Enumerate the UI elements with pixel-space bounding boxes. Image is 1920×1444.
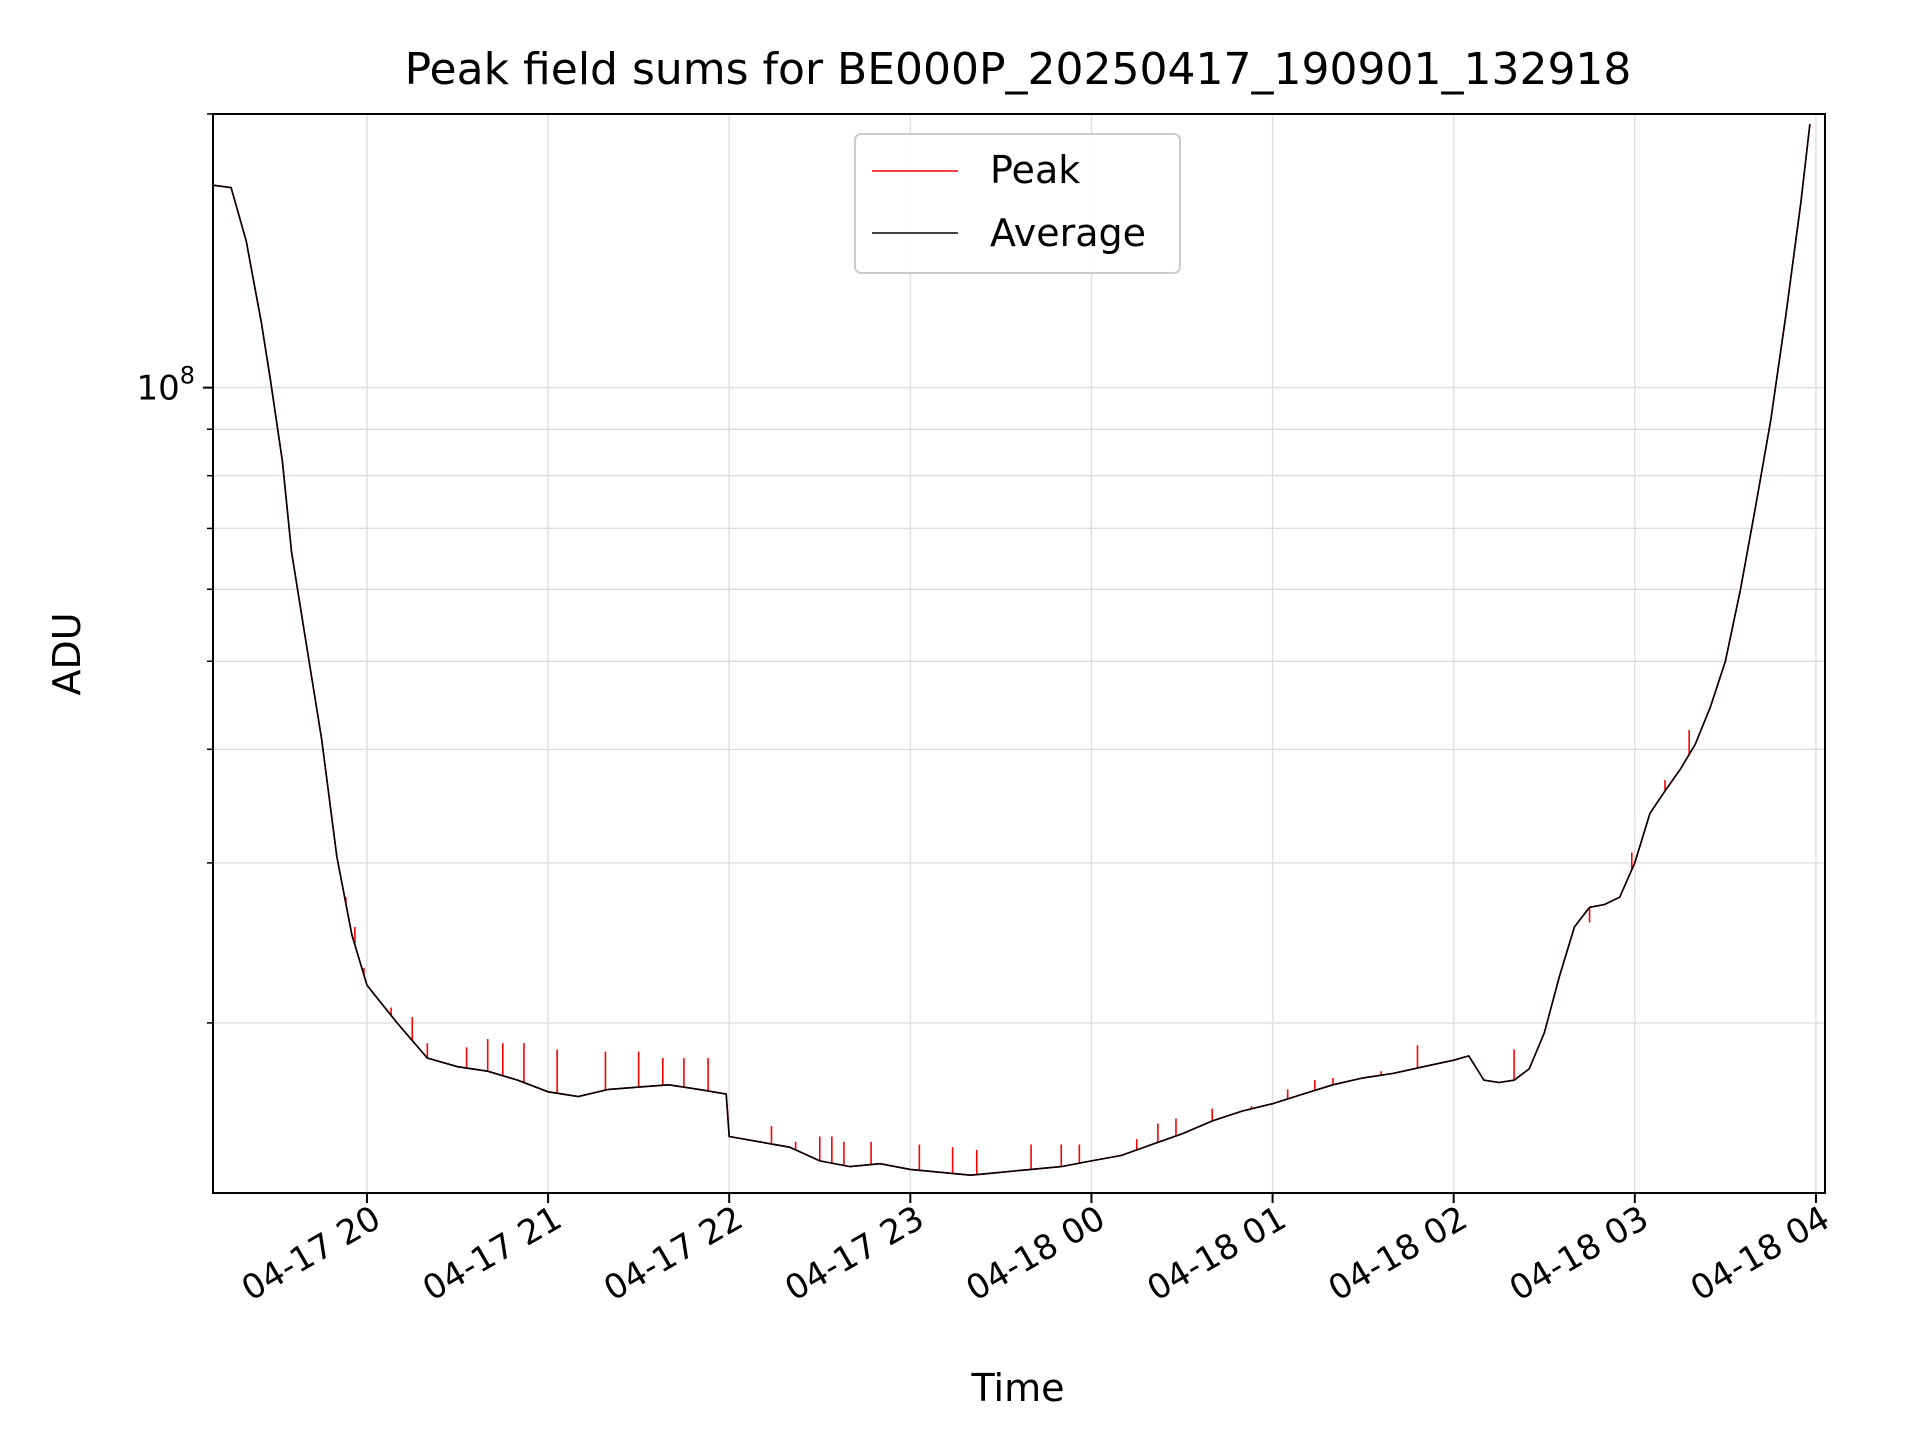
plot-area (213, 123, 1811, 1177)
average-line (213, 123, 1811, 1177)
x-tick-label: 04-17 22 (597, 1198, 749, 1309)
series-peak (213, 123, 1811, 1177)
x-tick-label: 04-17 20 (235, 1198, 387, 1309)
legend-label-peak: Peak (990, 148, 1080, 192)
series-average (213, 123, 1811, 1177)
y-axis: 108 (136, 113, 213, 1024)
legend: Peak Average (854, 133, 1181, 274)
x-tick-label: 04-17 23 (778, 1198, 930, 1309)
plot-frame (212, 113, 1826, 1194)
chart-title: Peak field sums for BE000P_20250417_1909… (405, 44, 1632, 95)
x-tick-label: 04-18 02 (1322, 1198, 1474, 1309)
x-tick-label: 04-17 21 (416, 1198, 568, 1309)
legend-label-average: Average (990, 211, 1146, 255)
peak-line (213, 123, 1811, 1177)
x-tick-label: 04-18 00 (960, 1198, 1112, 1309)
x-axis-label: Time (971, 1366, 1065, 1410)
x-tick-label: 04-18 04 (1684, 1198, 1836, 1309)
x-axis: 04-17 20 04-17 21 04-17 22 04-17 23 04-18 00… (235, 1193, 1836, 1309)
y-axis-label: ADU (45, 612, 89, 695)
grid (213, 113, 1825, 1193)
legend-frame (854, 133, 1181, 274)
x-tick-label: 04-18 03 (1503, 1198, 1655, 1309)
y-tick-label: 108 (136, 362, 195, 409)
x-tick-label: 04-18 01 (1141, 1198, 1293, 1309)
